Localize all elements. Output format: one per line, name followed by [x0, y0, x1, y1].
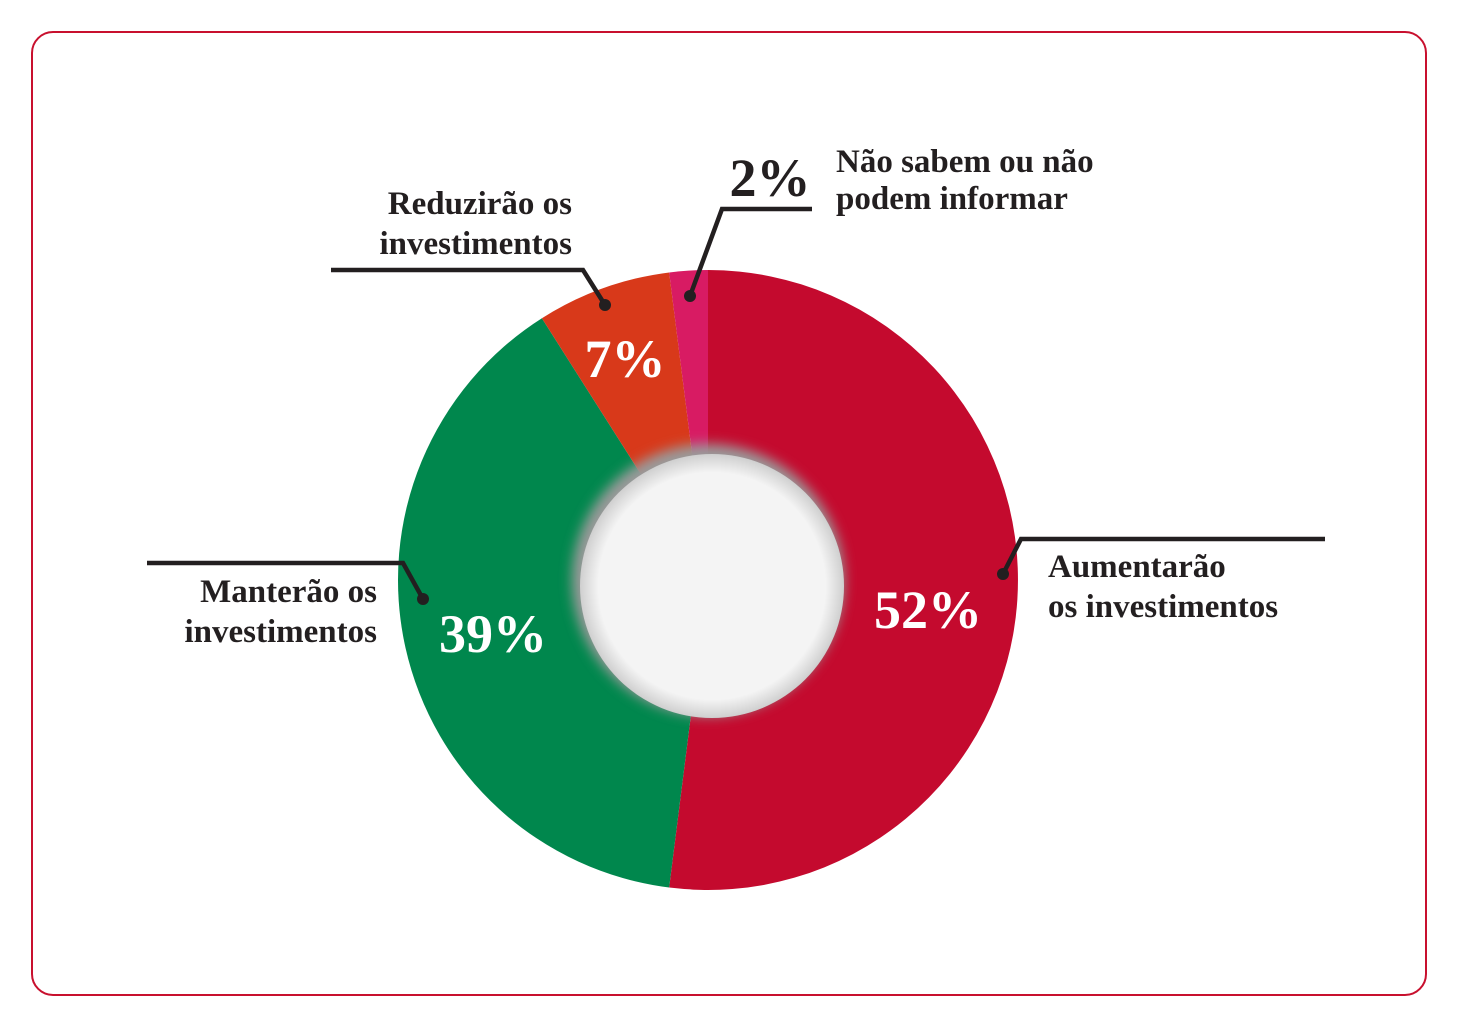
slice-labels: 52% Aumentarão os investimentos 39% Manterão… — [185, 144, 1279, 664]
leader-dot — [684, 290, 696, 302]
category-label-manterao-os-investimentos-line-2: investimentos — [185, 614, 378, 650]
leader-line-reduzirao-os-investimentos — [331, 267, 607, 307]
category-label-manterao-os-investimentos-line-1: Manterão os — [200, 574, 377, 610]
category-label-nao-sabem-ou-nao-podem-informar-line-1: Não sabem ou não — [836, 144, 1094, 180]
leader-line-manterao-os-investimentos — [147, 560, 425, 601]
category-label-aumentarao-os-investimentos-line-2: os investimentos — [1048, 589, 1278, 625]
leader-dot — [997, 568, 1009, 580]
category-label-reduzirao-os-investimentos-line-1: Reduzirão os — [388, 186, 572, 222]
leader-line-aumentarao-os-investimentos — [1000, 536, 1325, 576]
donut-hole — [580, 454, 844, 718]
value-label-reduzirao-os-investimentos: 7% — [585, 329, 666, 389]
donut-center — [572, 444, 844, 718]
donut-slices — [397, 269, 1018, 890]
leader-line-nao-sabem-ou-nao-podem-informar — [687, 206, 812, 297]
category-label-aumentarao-os-investimentos-line-1: Aumentarão — [1048, 549, 1226, 585]
leader-dot — [417, 593, 429, 605]
category-label-nao-sabem-ou-nao-podem-informar-line-2: podem informar — [836, 181, 1068, 217]
value-label-manterao-os-investimentos: 39% — [439, 604, 547, 664]
value-label-aumentarao-os-investimentos: 52% — [874, 580, 982, 640]
category-label-reduzirao-os-investimentos-line-2: investimentos — [380, 226, 573, 262]
leader-lines — [147, 206, 1325, 605]
chart-frame — [31, 31, 1427, 996]
leader-dot — [599, 299, 611, 311]
value-label-nao-sabem-ou-nao-podem-informar: 2% — [730, 148, 811, 208]
slice-manterao-os-investimentos — [397, 318, 708, 888]
